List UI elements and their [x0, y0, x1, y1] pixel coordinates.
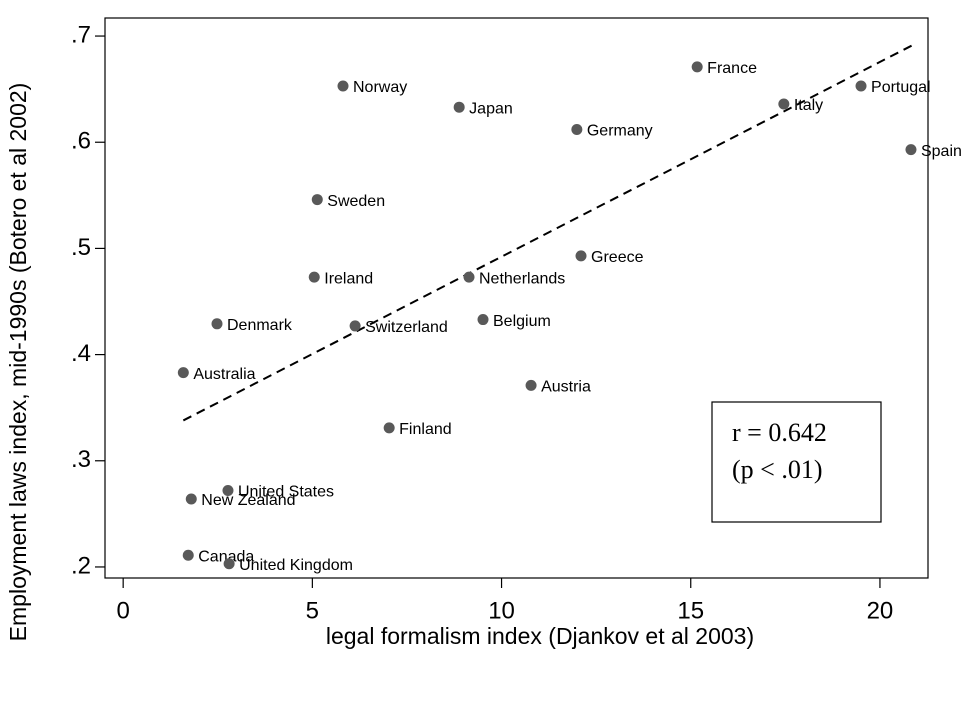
point: [778, 98, 790, 110]
point-label: United Kingdom: [239, 557, 353, 574]
point: [571, 123, 583, 135]
annotation: r = 0.642: [732, 418, 827, 447]
point-label: Finland: [399, 421, 451, 438]
point-label: Italy: [794, 97, 823, 114]
y-tick-label: .4: [71, 340, 91, 367]
point-label: Greece: [591, 249, 644, 266]
point-label: France: [707, 60, 757, 77]
point: [453, 101, 465, 113]
y-tick-label: .6: [71, 128, 91, 155]
point: [575, 250, 587, 262]
y-tick-label: .5: [71, 234, 91, 261]
point: [691, 61, 703, 73]
point: [337, 80, 349, 92]
plot-frame: [104, 17, 929, 579]
point: [185, 493, 197, 505]
point: [177, 367, 189, 379]
point: [383, 422, 395, 434]
point-label: Denmark: [227, 317, 293, 334]
point: [525, 379, 537, 391]
point: [477, 314, 489, 326]
x-tick-label: 20: [867, 597, 894, 624]
point: [349, 320, 361, 332]
point: [311, 194, 323, 206]
point-label: Norway: [353, 79, 407, 96]
point-label: Canada: [198, 548, 254, 565]
point: [855, 80, 867, 92]
y-tick-label: .7: [71, 21, 91, 48]
point-label: Japan: [469, 100, 513, 117]
point-label: Australia: [193, 366, 255, 383]
point-label: Austria: [541, 379, 591, 396]
x-tick-label: 5: [306, 597, 319, 624]
fit-line: [182, 44, 913, 422]
point: [222, 485, 234, 497]
x-tick-label: 10: [488, 597, 515, 624]
annotation: (p < .01): [732, 455, 822, 484]
point: [223, 558, 235, 570]
point: [182, 549, 194, 561]
x-tick-label: 15: [677, 597, 704, 624]
point: [463, 271, 475, 283]
point-label: United States: [238, 484, 334, 501]
point-label: New Zealand: [201, 492, 295, 509]
point: [905, 144, 917, 156]
point-label: Netherlands: [479, 270, 565, 287]
point: [211, 318, 223, 330]
point-label: Spain: [921, 143, 962, 160]
point-label: Switzerland: [365, 319, 448, 336]
point-label: Sweden: [327, 193, 385, 210]
y-tick-label: .3: [71, 446, 91, 473]
point-label: Belgium: [493, 313, 551, 330]
y-axis-title: Employment laws index, mid-1990s (Botero…: [5, 83, 31, 642]
annotation-box: [711, 401, 882, 523]
point: [308, 271, 320, 283]
x-tick-label: 0: [116, 597, 129, 624]
x-axis-title: legal formalism index (Djankov et al 200…: [326, 623, 754, 649]
y-tick-label: .2: [71, 552, 91, 579]
point-label: Ireland: [324, 270, 373, 287]
point-label: Portugal: [871, 79, 931, 96]
point-label: Germany: [587, 123, 653, 140]
